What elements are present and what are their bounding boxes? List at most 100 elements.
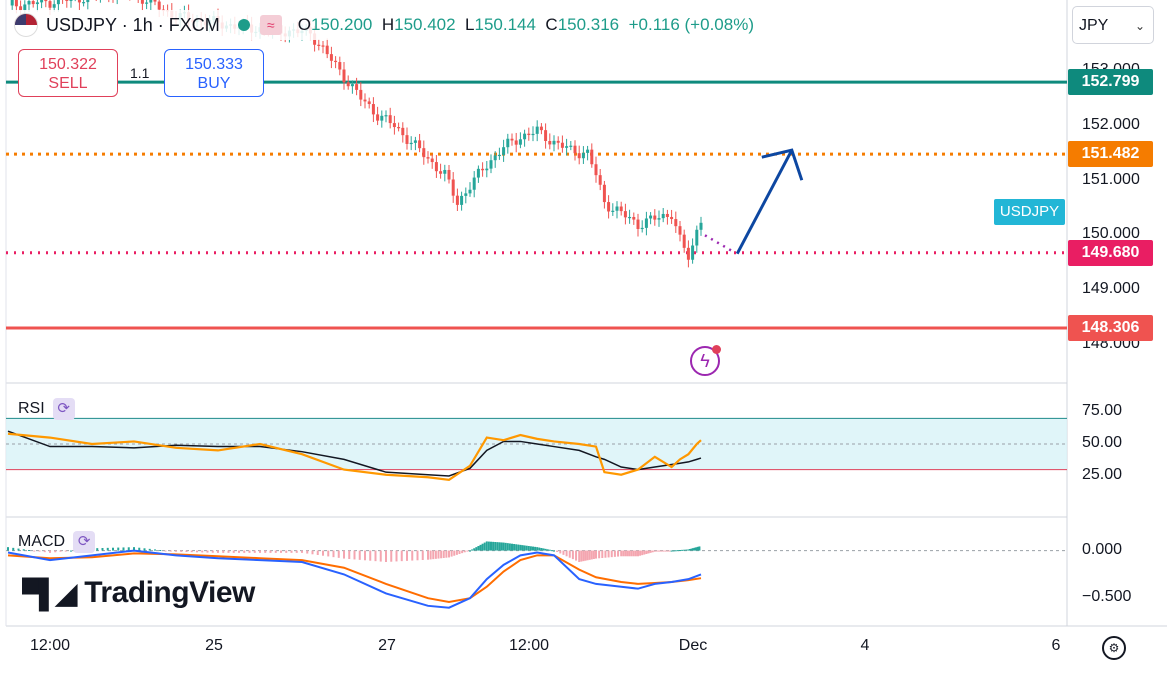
macd-histogram-bar: [22, 549, 25, 551]
refresh-icon[interactable]: ⟳: [73, 531, 96, 553]
macd-histogram-bar: [670, 550, 673, 552]
macd-histogram-bar: [232, 550, 235, 553]
candle-body: [426, 157, 430, 159]
candle-body: [397, 127, 401, 129]
macd-histogram-bar: [471, 549, 474, 551]
macd-histogram-bar: [33, 550, 36, 552]
price-level-tag[interactable]: 148.306: [1068, 314, 1153, 341]
macd-histogram-bar: [196, 550, 198, 553]
macd-histogram-bar: [38, 550, 41, 552]
gear-icon[interactable]: ⚙: [1102, 636, 1126, 660]
macd-histogram-bar: [546, 549, 549, 551]
candle-body: [569, 145, 573, 147]
macd-histogram-bar: [421, 550, 424, 560]
rsi-pane-label: RSI ⟳: [18, 398, 75, 420]
macd-histogram-bar: [343, 550, 345, 559]
candle-body: [153, 0, 157, 2]
candle-body: [77, 0, 81, 3]
macd-histogram-bar: [613, 550, 616, 557]
sell-button[interactable]: 150.322 SELL: [18, 49, 118, 97]
symbol-line[interactable]: USDJPY · 1h · FXCM: [46, 14, 220, 35]
macd-histogram-bar: [133, 547, 135, 551]
macd-histogram-bar: [253, 550, 256, 553]
candle-body: [560, 142, 564, 148]
candle-body: [31, 1, 35, 5]
chevron-down-icon: ⌄: [1134, 19, 1145, 33]
buy-button[interactable]: 150.333 BUY: [164, 49, 264, 97]
projection-arrowhead: [761, 148, 804, 181]
candle-body: [619, 206, 623, 212]
macd-histogram-bar: [643, 550, 646, 555]
macd-histogram-bar: [227, 550, 230, 553]
currency-value: JPY: [1079, 17, 1109, 34]
macd-histogram-bar: [679, 550, 681, 551]
candle-body: [493, 155, 497, 161]
macd-histogram-bar: [521, 545, 524, 551]
macd-histogram-bar: [666, 550, 669, 552]
macd-histogram-bar: [578, 550, 581, 562]
wave-icon[interactable]: ≈: [259, 15, 282, 35]
macd-histogram-bar: [475, 547, 478, 551]
macd-histogram-bar: [429, 550, 432, 560]
macd-histogram-bar: [559, 550, 562, 554]
time-tick-label: 12:00: [30, 637, 71, 654]
candle-body: [82, 2, 86, 4]
macd-histogram-bar: [647, 550, 650, 554]
macd-histogram-bar: [406, 550, 408, 561]
macd-histogram-bar: [692, 548, 695, 551]
candle-body: [548, 140, 552, 145]
candle-body: [52, 4, 56, 8]
candle-body: [586, 149, 590, 153]
candle-body: [334, 60, 338, 63]
macd-histogram-bar: [498, 542, 501, 551]
macd-histogram-bar: [127, 547, 130, 551]
macd-histogram-bar: [180, 550, 183, 552]
lightning-icon[interactable]: ϟ: [690, 345, 721, 376]
candle-body: [405, 135, 409, 144]
price-level-tag[interactable]: 151.482: [1068, 141, 1153, 168]
macd-histogram-bar: [322, 550, 324, 556]
macd-histogram-bar: [580, 550, 583, 562]
candle-body: [44, 0, 48, 2]
price-level-tag[interactable]: 152.799: [1068, 69, 1153, 96]
macd-histogram-bar: [662, 550, 665, 552]
price-level-tag[interactable]: 149.680: [1068, 239, 1153, 266]
macd-histogram-bar: [43, 550, 46, 553]
macd-histogram-bar: [390, 550, 393, 562]
macd-histogram-bar: [532, 546, 534, 551]
macd-histogram-bar: [483, 542, 486, 551]
macd-histogram-bar: [527, 546, 530, 551]
macd-histogram-bar: [685, 549, 688, 551]
macd-histogram-bar: [617, 550, 620, 557]
tradingview-logo[interactable]: ▀▌◢ TradingView: [22, 576, 255, 610]
candle-body: [665, 213, 669, 217]
macd-histogram-bar: [544, 548, 547, 551]
candle-body: [380, 115, 384, 121]
candle-body: [531, 133, 535, 136]
refresh-icon[interactable]: ⟳: [52, 398, 75, 420]
macd-histogram-bar: [248, 550, 251, 553]
rsi-label: RSI: [18, 400, 45, 417]
candle-body: [140, 0, 144, 4]
macd-histogram-bar: [604, 550, 607, 558]
candle-body: [670, 216, 674, 220]
macd-histogram-bar: [450, 550, 453, 557]
candle-body: [506, 138, 510, 148]
candle-body: [439, 171, 443, 174]
macd-histogram-bar: [660, 550, 663, 552]
macd-histogram-bar: [504, 542, 507, 551]
macd-histogram-bar: [316, 550, 319, 555]
macd-histogram-bar: [698, 546, 701, 551]
candle-body: [502, 147, 506, 155]
candle-body: [644, 218, 648, 228]
macd-histogram-bar: [217, 550, 219, 553]
macd-histogram-bar: [540, 548, 543, 551]
candles: [10, 0, 703, 268]
macd-histogram-bar: [655, 550, 658, 552]
macd-histogram-bar: [487, 541, 490, 551]
macd-histogram-bar: [653, 550, 656, 552]
candle-body: [527, 133, 531, 136]
currency-select[interactable]: JPY ⌄: [1072, 6, 1154, 44]
macd-histogram-bar: [17, 548, 20, 551]
